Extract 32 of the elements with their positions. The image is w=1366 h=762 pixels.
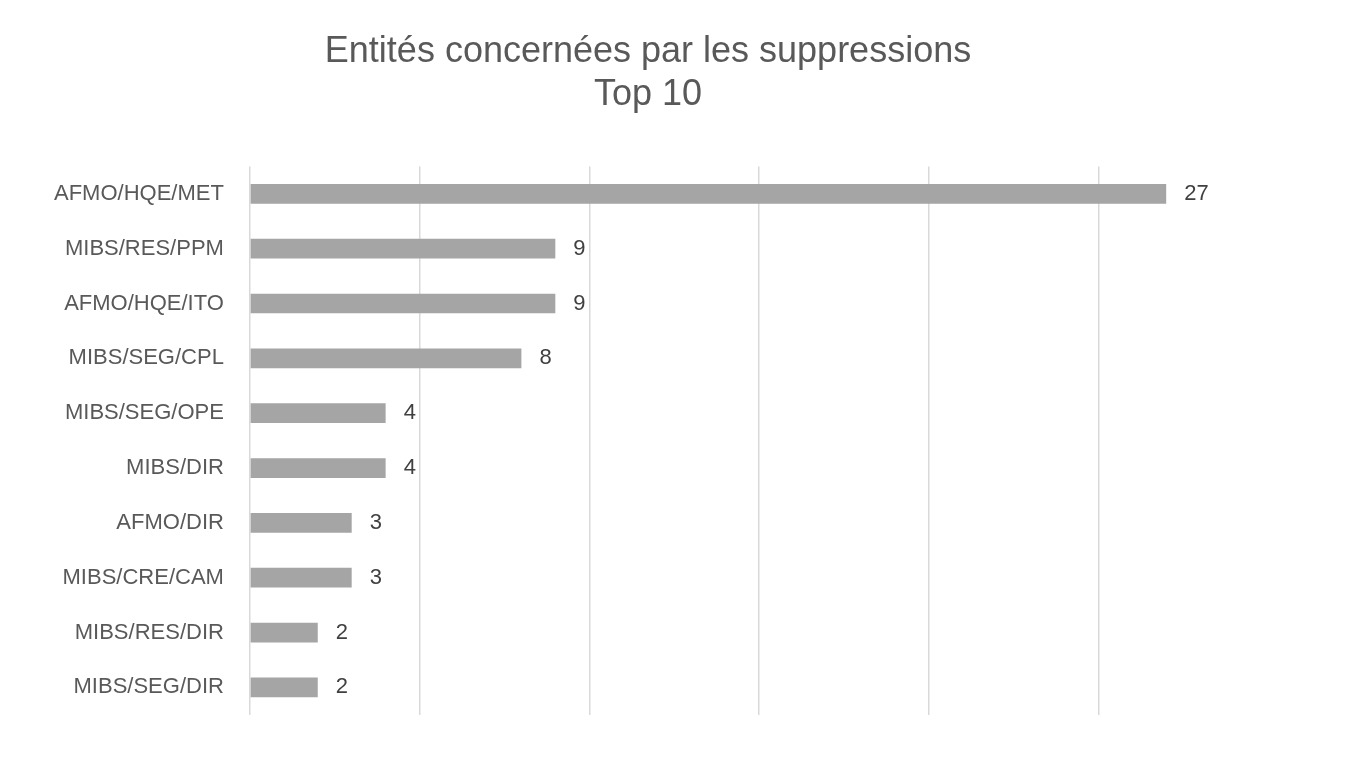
y-tick-label: MIBS/SEG/CPL (68, 344, 224, 370)
bar (250, 293, 556, 314)
data-label: 9 (573, 289, 586, 315)
y-tick-label: MIBS/CRE/CAM (62, 563, 224, 589)
y-tick-label: MIBS/RES/PPM (64, 234, 224, 260)
text: Entités concernées par les suppressions (324, 28, 972, 70)
data-label: 4 (403, 454, 416, 480)
bar (250, 183, 1167, 204)
data-label: 3 (369, 563, 382, 589)
data-label: 9 (573, 234, 586, 260)
data-label: 3 (369, 508, 382, 534)
bar (250, 458, 386, 478)
data-label: 8 (539, 344, 552, 370)
bar (250, 622, 318, 643)
y-tick-label: AFMO/HQE/MET (54, 179, 224, 205)
bar (250, 677, 318, 698)
y-tick-label: MIBS/SEG/OPE (64, 399, 224, 425)
data-label: 4 (403, 399, 416, 425)
y-tick-label: MIBS/SEG/DIR (73, 673, 224, 699)
y-tick-label: AFMO/HQE/ITO (64, 289, 224, 315)
y-tick-label: MIBS/RES/DIR (74, 618, 224, 644)
bar (250, 403, 386, 424)
text: Top 10 (593, 71, 703, 113)
data-label: 2 (335, 618, 349, 644)
y-tick-label: MIBS/DIR (126, 454, 224, 480)
y-tick-label: AFMO/DIR (116, 508, 224, 534)
bar (250, 567, 352, 588)
data-label: 27 (1184, 179, 1209, 205)
bar (250, 348, 522, 369)
bar (250, 238, 556, 259)
data-label: 2 (335, 673, 349, 699)
bar (250, 512, 352, 533)
